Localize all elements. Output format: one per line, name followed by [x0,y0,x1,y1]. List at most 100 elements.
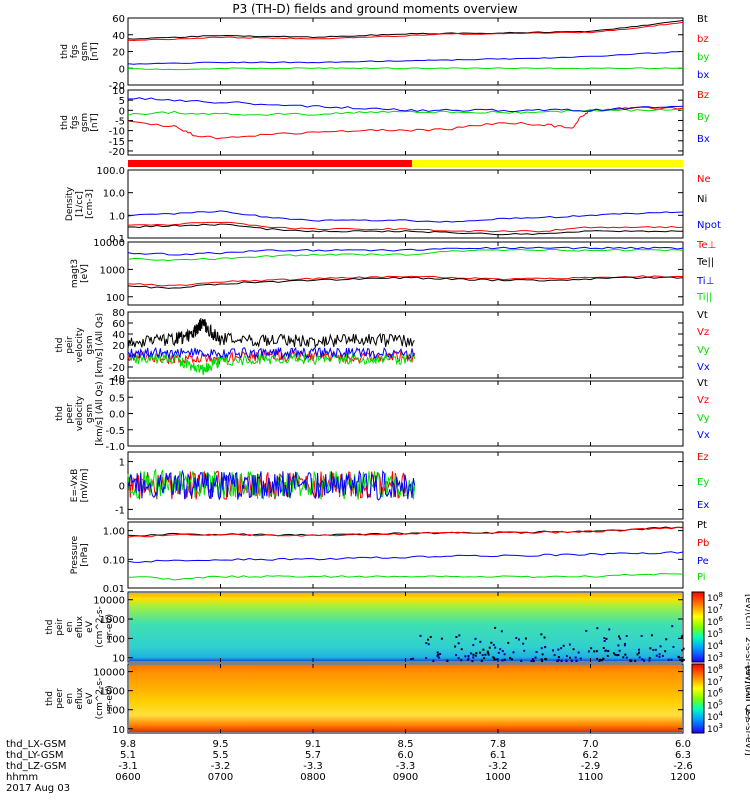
y-tick-label: 100 [106,293,125,304]
heatmap-cell [613,652,615,654]
y-axis-label: [mV/m] [80,469,90,503]
panel-fgs_total: 6040200-20thd fgs gsm [nT]Btbzbybx [60,14,709,92]
heatmap-cell [499,648,501,650]
y-tick-label: 1.0 [109,211,125,222]
heatmap-cell [472,654,474,656]
x-axis-value: 5.1 [120,750,136,761]
y-axis-label: [nT] [90,113,100,131]
y-axis-label: Pressure [70,535,80,574]
heatmap-cell [515,637,517,639]
heatmap-cell [520,660,522,662]
x-axis-value: 0800 [300,772,325,783]
panel-temperature: 10000 1000 100 magt3 [eV] Te⊥ Te|| Ti⊥ Ti|| [70,238,716,305]
heatmap-cell [490,642,492,644]
heatmap-cell [604,640,606,642]
heatmap-cell [495,658,497,660]
y-tick-label: 1.0 [109,377,125,388]
y-axis-label: eV [85,620,95,633]
x-axis-value: -3.2 [488,761,508,772]
x-axis-date: 2017 Aug 03 [6,783,70,794]
colorbar-tick-label: 103 [707,722,723,735]
legend-label: Vt [697,378,708,389]
x-axis-value: 9.8 [120,739,136,750]
heatmap-cell [482,649,484,651]
heatmap-cell [585,630,587,632]
y-tick-label: -1.0 [105,442,125,453]
heatmap-cell [468,655,470,657]
y-tick-label: 60 [112,14,125,25]
heatmap-cell [501,630,503,632]
legend-label: Npot [697,220,721,231]
heatmap-cell [419,635,421,637]
heatmap-cell [525,637,527,639]
y-tick-label: 60 [112,319,125,330]
heatmap-cell [536,651,538,653]
heatmap-cell [651,634,653,636]
y-tick-label: 1 [119,458,125,469]
heatmap-cell [484,654,486,656]
heatmap-cell [575,657,577,659]
y-tick-label: 80 [112,308,125,319]
legend-label: Vz [697,395,709,406]
heatmap-cell [428,643,430,645]
heatmap-cell [617,654,619,656]
heatmap-cell [425,657,427,659]
heatmap-cell [464,655,466,657]
heatmap-cell [655,649,657,651]
heatmap-cell [573,648,575,650]
heatmap-cell [641,658,643,660]
heatmap-cell [558,656,560,658]
heatmap-cell [501,659,503,661]
y-axis-label: (cm^2-s- [95,678,105,720]
y-axis-label: [km/s] (All Qs) [95,313,105,377]
y-axis-label: en [65,621,75,632]
y-axis-label: eV [85,692,95,705]
y-tick-label: 10 [112,725,125,736]
heatmap-cell [468,657,470,659]
heatmap-cell [607,655,609,657]
heatmap-cell [599,659,601,661]
heatmap-cell [649,647,651,649]
x-axis-value: -3.3 [303,761,323,772]
heatmap-cell [569,644,571,646]
heatmap-cell [488,654,490,656]
x-axis-value: 0700 [208,772,233,783]
heatmap-cell [624,654,626,656]
heatmap-cell [458,657,460,659]
legend-label: Ti⊥ [696,276,714,287]
y-axis-label: peir [65,336,75,354]
y-tick-label: 40 [112,330,125,341]
y-axis-label: fgs [70,44,80,58]
heatmap-cell [475,652,477,654]
legend-label: Vx [697,362,710,373]
y-axis-label: fgs [70,115,80,129]
y-axis-label: peer [65,403,75,424]
y-axis-label: thd [60,115,70,130]
heatmap-cell [593,650,595,652]
heatmap-cell [542,653,544,655]
legend-label: Bz [697,90,709,101]
heatmap-cell [596,627,598,629]
y-tick-label: -20 [109,147,125,158]
heatmap-cell [638,652,640,654]
heatmap-cell [544,637,546,639]
heatmap-cell [679,659,681,661]
x-axis-value: 0600 [115,772,140,783]
y-axis-label: [km/s] (All Qs) [95,381,105,445]
x-axis-value: 8.5 [398,739,414,750]
heatmap-cell [482,654,484,656]
heatmap-cell [437,652,439,654]
x-axis-value: 6.3 [675,750,691,761]
y-axis-label: gsm [85,335,95,354]
y-tick-label: 0 [119,482,125,493]
heatmap-cell [668,659,670,661]
x-axis-value: 9.5 [213,739,229,750]
y-tick-label: 10000 [93,238,125,249]
heatmap-cell [554,654,556,656]
heatmap-cell [509,657,511,659]
y-tick-label: 10000 [93,668,125,679]
heatmap-cell [660,645,662,647]
x-axis-row-label: hhmm [6,772,38,783]
heatmap-cell [439,653,441,655]
heatmap-cell [481,660,483,662]
